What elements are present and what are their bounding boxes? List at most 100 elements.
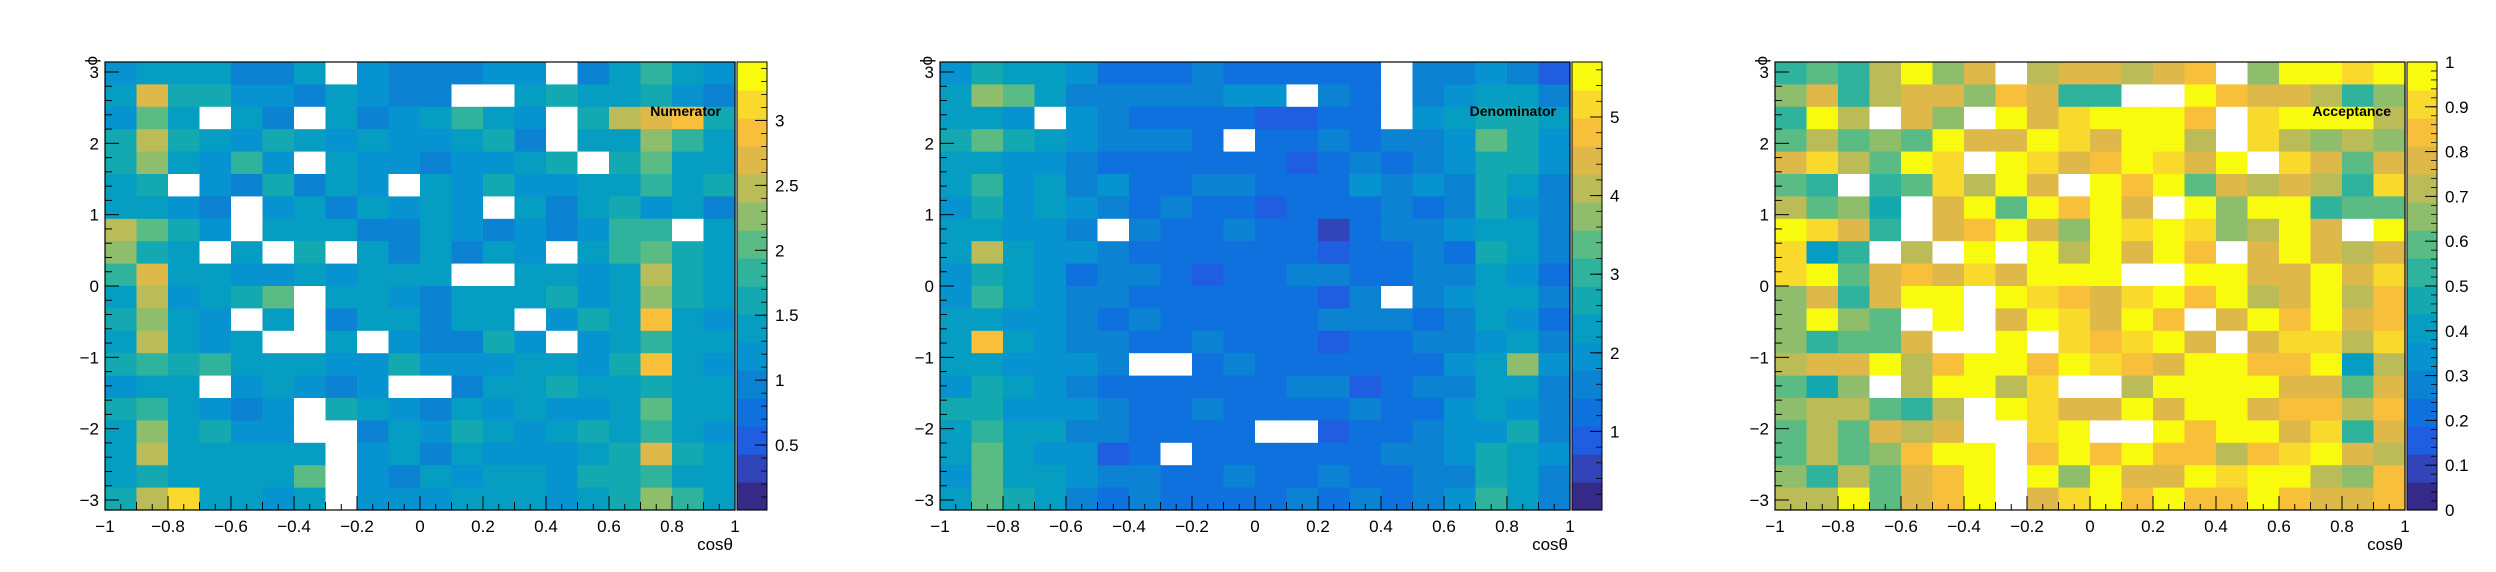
x-tick-label: 0.4	[534, 517, 558, 536]
heatmap-bin	[1869, 151, 1902, 175]
heatmap-bin	[2373, 62, 2406, 85]
heatmap-bin	[2247, 286, 2280, 309]
heatmap-bin	[1932, 263, 1965, 287]
heatmap-bin	[1838, 84, 1871, 108]
heatmap-bin	[2184, 62, 2217, 85]
heatmap-bin	[703, 487, 736, 511]
heatmap-bin	[262, 174, 295, 197]
heatmap-bin	[2153, 465, 2186, 489]
heatmap-bin	[105, 84, 138, 108]
heatmap-bin	[1869, 106, 1902, 130]
heatmap-bin	[609, 151, 642, 175]
heatmap-bin	[2121, 151, 2154, 175]
heatmap-bin	[2058, 263, 2091, 287]
heatmap-bin	[1475, 487, 1508, 511]
heatmap-bin	[672, 62, 705, 85]
heatmap-bin	[199, 398, 232, 421]
heatmap-bin	[2247, 442, 2280, 466]
heatmap-bin	[546, 375, 579, 399]
heatmap-bin	[1066, 174, 1099, 197]
heatmap-bin	[2216, 84, 2249, 108]
heatmap-bin	[483, 286, 516, 309]
heatmap-bin	[1129, 353, 1162, 377]
color-scale-segment	[2407, 202, 2437, 231]
heatmap-bin	[357, 330, 390, 354]
heatmap-bin	[1318, 398, 1351, 421]
heatmap-bin	[2027, 218, 2060, 242]
heatmap-bin	[136, 286, 169, 309]
heatmap-bin	[2090, 465, 2123, 489]
color-scale-label: 0.4	[2445, 322, 2469, 341]
heatmap-bin	[262, 330, 295, 354]
heatmap-bin	[640, 84, 673, 108]
heatmap-bin	[2310, 129, 2343, 153]
heatmap-bin	[1097, 263, 1130, 287]
heatmap-bin	[1475, 263, 1508, 287]
heatmap-bin	[1507, 286, 1540, 309]
heatmap-bin	[1775, 442, 1808, 466]
heatmap-bin	[1838, 442, 1871, 466]
heatmap-bin	[2247, 241, 2280, 265]
heatmap-bin	[231, 241, 264, 265]
heatmap-bin	[2247, 106, 2280, 130]
heatmap-bin	[2027, 420, 2060, 444]
heatmap-bin	[1034, 442, 1067, 466]
heatmap-bin	[546, 129, 579, 153]
heatmap-bin	[2342, 84, 2375, 108]
heatmap-bin	[1160, 241, 1193, 265]
x-tick-label: −0.6	[1884, 517, 1918, 536]
x-tick-label: 0	[415, 517, 424, 536]
x-tick-label: 0.8	[2330, 517, 2354, 536]
color-scale-label: 1	[775, 371, 784, 390]
heatmap-bin	[420, 241, 453, 265]
heatmap-bin	[2279, 241, 2312, 265]
y-tick-label: 3	[925, 63, 934, 82]
heatmap-bin	[1964, 330, 1997, 354]
heatmap-bin	[1538, 330, 1571, 354]
heatmap-bin	[1223, 286, 1256, 309]
x-tick-label: 0	[1250, 517, 1259, 536]
heatmap-bin	[420, 106, 453, 130]
heatmap-bin	[1475, 241, 1508, 265]
heatmap-bin	[1318, 286, 1351, 309]
heatmap-bin	[1507, 465, 1540, 489]
heatmap-bin	[2121, 308, 2154, 332]
heatmap-bin	[1349, 263, 1382, 287]
heatmap-bin	[703, 196, 736, 220]
heatmap-bin	[1066, 375, 1099, 399]
heatmap-bin	[105, 241, 138, 265]
heatmap-bin	[577, 353, 610, 377]
heatmap-bin	[325, 420, 358, 444]
heatmap-bin	[2342, 106, 2375, 130]
heatmap-bin	[1003, 442, 1036, 466]
heatmap-bin	[483, 330, 516, 354]
heatmap-bin	[1901, 218, 1934, 242]
heatmap-bin	[2310, 487, 2343, 511]
heatmap-bin	[1412, 442, 1445, 466]
heatmap-bin	[2310, 218, 2343, 242]
heatmap-bin	[451, 420, 484, 444]
heatmap-bin	[1901, 420, 1934, 444]
heatmap-bin	[2153, 84, 2186, 108]
heatmap-bin	[1097, 330, 1130, 354]
y-axis-label: ϕ	[82, 56, 101, 66]
heatmap-bin	[1538, 487, 1571, 511]
heatmap-bin	[1964, 218, 1997, 242]
heatmap-bin	[1901, 465, 1934, 489]
heatmap-bin	[1412, 196, 1445, 220]
y-tick-label: 2	[1760, 134, 1769, 153]
heatmap-bin	[1318, 487, 1351, 511]
color-scale-segment	[737, 454, 767, 483]
heatmap-bin	[1538, 420, 1571, 444]
color-scale-segment	[1572, 454, 1602, 483]
heatmap-bin	[703, 263, 736, 287]
heatmap-bin	[2121, 241, 2154, 265]
heatmap-bin	[1381, 487, 1414, 511]
heatmap-bin	[2090, 398, 2123, 421]
heatmap-bin	[672, 442, 705, 466]
heatmap-bin	[1003, 420, 1036, 444]
heatmap-bin	[1964, 129, 1997, 153]
heatmap-bin	[1381, 129, 1414, 153]
heatmap-bin	[1775, 487, 1808, 511]
heatmap-bin	[640, 286, 673, 309]
